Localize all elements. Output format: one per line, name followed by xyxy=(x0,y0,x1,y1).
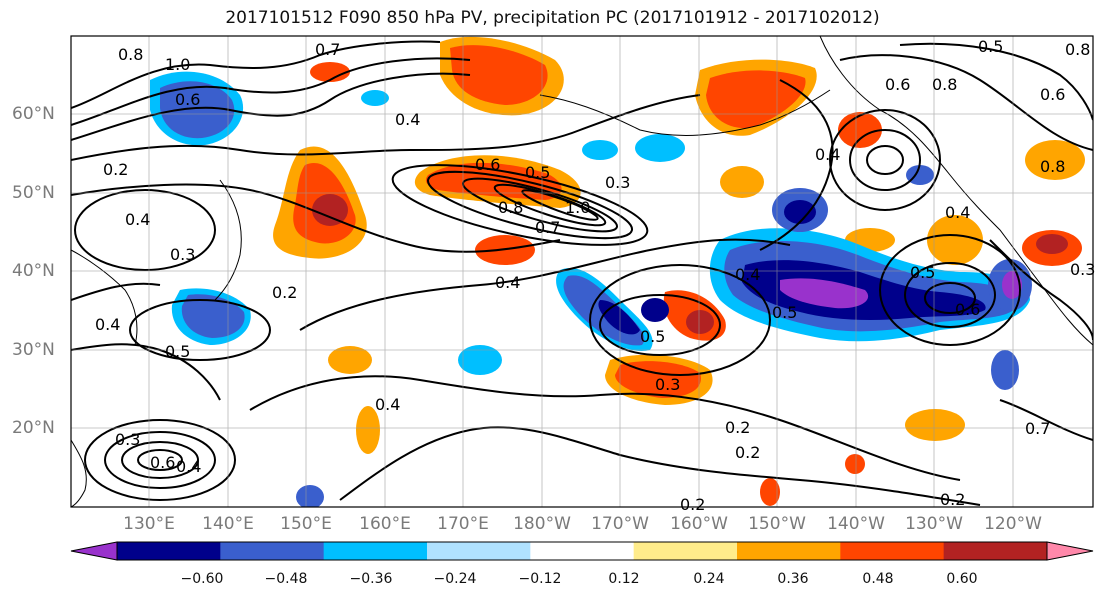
lon-label: 180°W xyxy=(513,514,571,534)
colorbar-cell xyxy=(530,542,635,560)
contour-label: 0.2 xyxy=(680,495,705,514)
colorbar-tick: −0.36 xyxy=(349,571,393,587)
colorbar-cell xyxy=(117,542,221,560)
contour-label: 0.3 xyxy=(115,430,140,449)
contour-label: 0.5 xyxy=(910,263,935,282)
colorbar-cell xyxy=(943,542,1048,560)
contour-label: 0.4 xyxy=(176,457,201,476)
contour-label: 1.0 xyxy=(565,198,590,217)
contour-label: 0.4 xyxy=(375,395,400,414)
colorbar-tick: 0.24 xyxy=(693,571,725,587)
contour-label: 0.6 xyxy=(150,453,175,472)
contour-label: 0.4 xyxy=(95,315,120,334)
contour-label: 0.8 xyxy=(118,45,143,64)
lat-label: 50°N xyxy=(12,183,55,203)
lon-label: 160°E xyxy=(359,514,411,534)
contour-label: 0.3 xyxy=(1070,260,1095,279)
contour-label: 0.2 xyxy=(103,160,128,179)
contour-label: 0.2 xyxy=(735,443,760,462)
colorbar-cell xyxy=(737,542,841,560)
colorbar-cell xyxy=(633,542,738,560)
colorbar-cell xyxy=(840,542,945,560)
contour-label: 0.7 xyxy=(1025,419,1050,438)
contour-label: 0.5 xyxy=(640,327,665,346)
positive-anomaly-subtropics xyxy=(310,62,1085,506)
colorbar-tick: −0.12 xyxy=(518,571,562,587)
contour-label: 0.5 xyxy=(978,37,1003,56)
colorbar-tick: 0.12 xyxy=(608,571,640,587)
negative-anomaly-east-pacific xyxy=(709,228,1030,342)
lon-label: 140°E xyxy=(202,514,254,534)
contour-label: 0.3 xyxy=(605,173,630,192)
lon-label: 150°W xyxy=(748,514,806,534)
map-frame xyxy=(70,35,1094,508)
lon-label: 130°E xyxy=(123,514,175,534)
colorbar-tick: 0.48 xyxy=(862,571,894,587)
contour-label: 0.6 xyxy=(955,300,980,319)
lat-label: 30°N xyxy=(12,340,55,360)
contour-label: 0.2 xyxy=(940,490,965,509)
contour-label: 0.3 xyxy=(655,375,680,394)
contour-label: 0.6 xyxy=(1040,85,1065,104)
lon-label: 160°W xyxy=(670,514,728,534)
lat-label: 40°N xyxy=(12,261,55,281)
colorbar-frame xyxy=(116,541,1048,561)
positive-anomaly-northpac xyxy=(440,36,564,116)
contour-label: 0.4 xyxy=(125,210,150,229)
colorbar-extend-max xyxy=(1046,541,1094,561)
contour-label: 0.4 xyxy=(735,265,760,284)
colorbar-tick: 0.60 xyxy=(946,571,978,587)
contour-label: 0.6 xyxy=(475,155,500,174)
contour-label: 0.4 xyxy=(395,110,420,129)
lat-label: 60°N xyxy=(12,104,55,124)
colorbar-cell xyxy=(427,542,531,560)
colorbar-cells xyxy=(117,542,1048,560)
contour-label: 0.2 xyxy=(725,418,750,437)
lon-label: 130°W xyxy=(905,514,963,534)
colorbar-tick: 0.36 xyxy=(777,571,809,587)
contour-label: 0.5 xyxy=(165,342,190,361)
contour-label: 0.4 xyxy=(815,145,840,164)
contour-label: 0.6 xyxy=(885,75,910,94)
lon-label: 170°E xyxy=(437,514,489,534)
contour-label: 0.5 xyxy=(525,163,550,182)
lat-label: 20°N xyxy=(12,418,55,438)
contour-label: 0.8 xyxy=(932,75,957,94)
contour-labels: 0.8 1.0 0.7 0.6 0.4 0.2 0.4 0.3 0.5 0.4 … xyxy=(95,37,1095,514)
map-title: 2017101512 F090 850 hPa PV, precipitatio… xyxy=(225,8,880,28)
colorbar-tick: −0.48 xyxy=(264,571,308,587)
contour-label: 1.0 xyxy=(165,55,190,74)
pv-contours xyxy=(71,40,1093,506)
colorbar-extend-min xyxy=(70,541,118,561)
contour-label: 0.4 xyxy=(945,203,970,222)
positive-anomaly-japan xyxy=(273,146,367,259)
lon-label: 150°E xyxy=(280,514,332,534)
lon-label: 170°W xyxy=(591,514,649,534)
colorbar-tick: −0.24 xyxy=(433,571,477,587)
contour-label: 0.5 xyxy=(772,303,797,322)
graticule xyxy=(71,36,1093,507)
lon-label: 120°W xyxy=(984,514,1042,534)
colorbar-cell xyxy=(220,542,325,560)
colorbar-cell xyxy=(323,542,428,560)
contour-label: 0.8 xyxy=(1065,40,1090,59)
contour-label: 0.8 xyxy=(1040,157,1065,176)
coastlines xyxy=(71,36,1093,507)
contour-label: 0.7 xyxy=(535,218,560,237)
precip-shading-layer xyxy=(71,36,1093,507)
contour-label: 0.6 xyxy=(175,90,200,109)
contour-label: 0.2 xyxy=(272,283,297,302)
lon-label: 140°W xyxy=(827,514,885,534)
colorbar xyxy=(70,541,1094,561)
contour-label: 0.7 xyxy=(315,40,340,59)
contour-label: 0.8 xyxy=(498,198,523,217)
contour-label: 0.4 xyxy=(495,273,520,292)
colorbar-tick: −0.60 xyxy=(180,571,224,587)
contour-label: 0.3 xyxy=(170,245,195,264)
